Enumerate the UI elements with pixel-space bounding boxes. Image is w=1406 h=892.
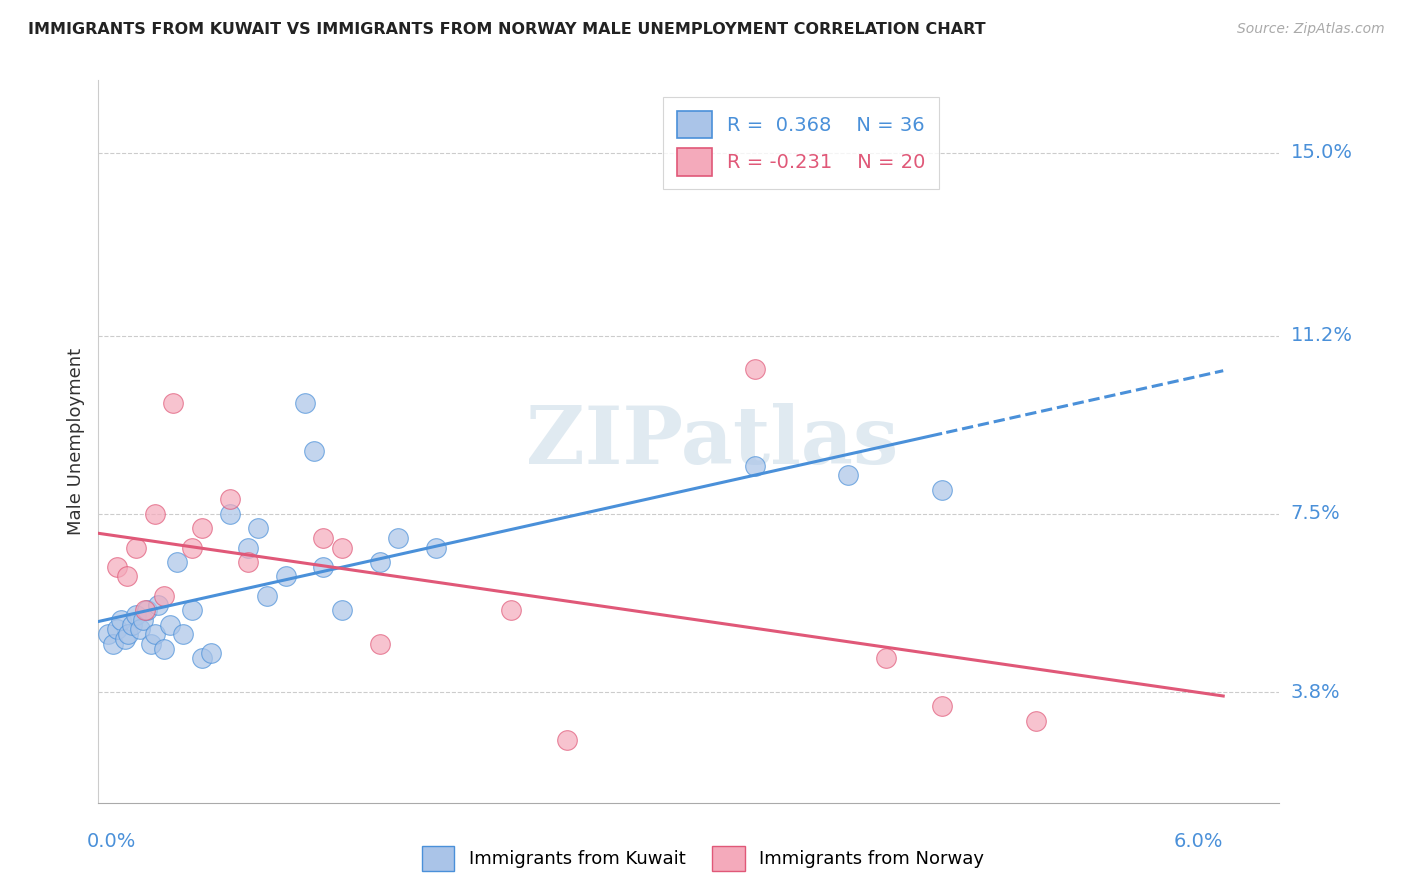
Point xyxy=(425,541,447,555)
Point xyxy=(368,555,391,569)
Point xyxy=(555,733,578,747)
Point xyxy=(153,641,176,656)
Point xyxy=(499,603,522,617)
Point xyxy=(330,541,353,555)
Point xyxy=(125,607,148,622)
Point xyxy=(121,617,143,632)
Point xyxy=(134,603,156,617)
Point xyxy=(125,541,148,555)
Point xyxy=(875,651,897,665)
Point xyxy=(143,627,166,641)
Point xyxy=(744,362,766,376)
Point xyxy=(312,531,335,545)
Point xyxy=(246,521,269,535)
Point xyxy=(302,444,325,458)
Text: 15.0%: 15.0% xyxy=(1291,143,1353,162)
Point xyxy=(837,468,859,483)
Point xyxy=(330,603,353,617)
Point xyxy=(190,651,212,665)
Point xyxy=(200,647,222,661)
Text: 3.8%: 3.8% xyxy=(1291,682,1340,701)
Y-axis label: Male Unemployment: Male Unemployment xyxy=(66,348,84,535)
Point xyxy=(218,492,240,507)
Point xyxy=(132,613,155,627)
Point xyxy=(166,555,188,569)
Legend: Immigrants from Kuwait, Immigrants from Norway: Immigrants from Kuwait, Immigrants from … xyxy=(415,838,991,879)
Point xyxy=(105,623,128,637)
Point xyxy=(387,531,409,545)
Text: 11.2%: 11.2% xyxy=(1291,326,1353,345)
Point xyxy=(136,603,159,617)
Text: ZIPatlas: ZIPatlas xyxy=(526,402,898,481)
Point xyxy=(181,603,204,617)
Point xyxy=(105,559,128,574)
Text: 7.5%: 7.5% xyxy=(1291,504,1340,524)
Point xyxy=(103,637,125,651)
Point xyxy=(238,541,260,555)
Point xyxy=(115,569,138,583)
Legend: R =  0.368    N = 36, R = -0.231    N = 20: R = 0.368 N = 36, R = -0.231 N = 20 xyxy=(662,97,939,189)
Point xyxy=(294,396,316,410)
Point xyxy=(744,458,766,473)
Point xyxy=(238,555,260,569)
Text: 0.0%: 0.0% xyxy=(87,831,136,851)
Point xyxy=(368,637,391,651)
Point xyxy=(190,521,212,535)
Point xyxy=(128,623,150,637)
Point xyxy=(139,637,162,651)
Point xyxy=(114,632,136,646)
Point xyxy=(148,599,170,613)
Text: 6.0%: 6.0% xyxy=(1173,831,1223,851)
Point xyxy=(1025,714,1047,728)
Text: Source: ZipAtlas.com: Source: ZipAtlas.com xyxy=(1237,22,1385,37)
Point xyxy=(162,396,184,410)
Point xyxy=(97,627,120,641)
Point xyxy=(931,483,953,497)
Point xyxy=(181,541,204,555)
Text: IMMIGRANTS FROM KUWAIT VS IMMIGRANTS FROM NORWAY MALE UNEMPLOYMENT CORRELATION C: IMMIGRANTS FROM KUWAIT VS IMMIGRANTS FRO… xyxy=(28,22,986,37)
Point xyxy=(172,627,194,641)
Point xyxy=(218,507,240,521)
Point xyxy=(256,589,278,603)
Point xyxy=(117,627,139,641)
Point xyxy=(274,569,297,583)
Point xyxy=(159,617,181,632)
Point xyxy=(143,507,166,521)
Point xyxy=(312,559,335,574)
Point xyxy=(931,699,953,714)
Point xyxy=(153,589,176,603)
Point xyxy=(110,613,132,627)
